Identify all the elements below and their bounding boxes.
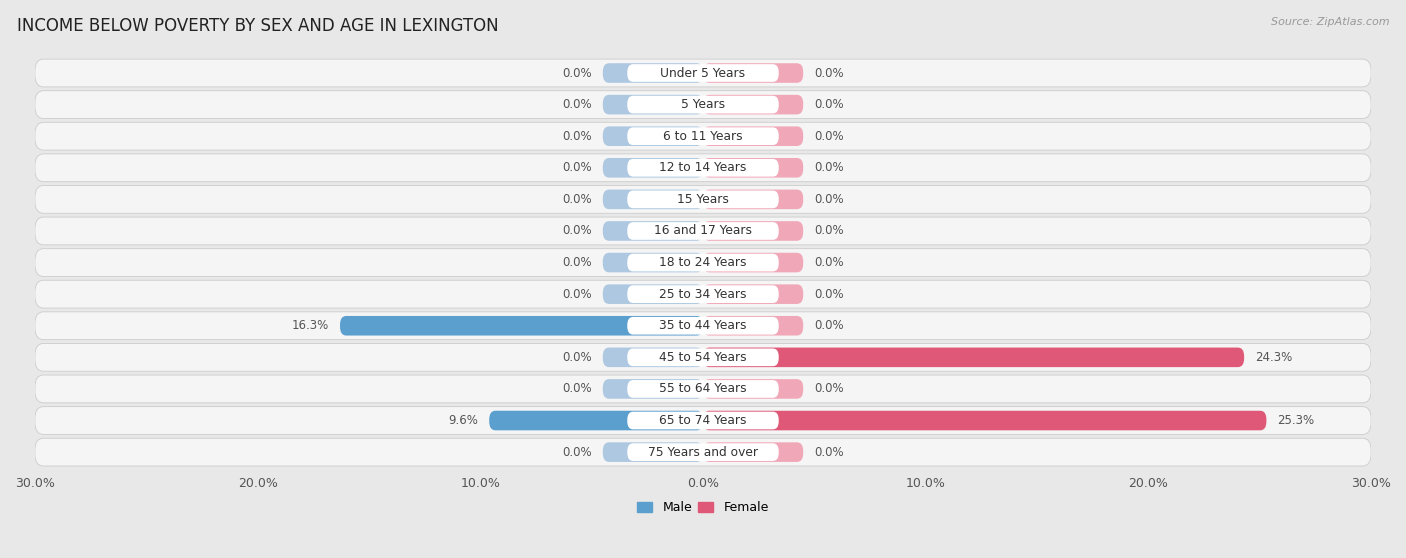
Text: 15 Years: 15 Years <box>678 193 728 206</box>
FancyBboxPatch shape <box>603 95 703 114</box>
FancyBboxPatch shape <box>627 285 779 303</box>
FancyBboxPatch shape <box>703 379 803 399</box>
FancyBboxPatch shape <box>35 91 1371 118</box>
Text: 55 to 64 Years: 55 to 64 Years <box>659 382 747 396</box>
FancyBboxPatch shape <box>35 59 1371 87</box>
Text: 16 and 17 Years: 16 and 17 Years <box>654 224 752 238</box>
FancyBboxPatch shape <box>35 249 1371 276</box>
FancyBboxPatch shape <box>627 443 779 461</box>
FancyBboxPatch shape <box>703 285 803 304</box>
FancyBboxPatch shape <box>703 190 803 209</box>
Text: 0.0%: 0.0% <box>814 288 844 301</box>
Text: 35 to 44 Years: 35 to 44 Years <box>659 319 747 332</box>
Text: 18 to 24 Years: 18 to 24 Years <box>659 256 747 269</box>
FancyBboxPatch shape <box>703 348 1244 367</box>
Text: 25 to 34 Years: 25 to 34 Years <box>659 288 747 301</box>
FancyBboxPatch shape <box>603 285 703 304</box>
FancyBboxPatch shape <box>627 222 779 240</box>
Text: 0.0%: 0.0% <box>814 161 844 174</box>
Text: 5 Years: 5 Years <box>681 98 725 111</box>
Text: 0.0%: 0.0% <box>562 288 592 301</box>
FancyBboxPatch shape <box>35 185 1371 213</box>
Text: 0.0%: 0.0% <box>814 129 844 143</box>
FancyBboxPatch shape <box>35 154 1371 182</box>
FancyBboxPatch shape <box>603 379 703 399</box>
Text: INCOME BELOW POVERTY BY SEX AND AGE IN LEXINGTON: INCOME BELOW POVERTY BY SEX AND AGE IN L… <box>17 17 499 35</box>
FancyBboxPatch shape <box>603 442 703 462</box>
Text: 0.0%: 0.0% <box>814 224 844 238</box>
Text: 45 to 54 Years: 45 to 54 Years <box>659 351 747 364</box>
Text: 0.0%: 0.0% <box>814 319 844 332</box>
Text: 0.0%: 0.0% <box>562 224 592 238</box>
FancyBboxPatch shape <box>627 190 779 208</box>
FancyBboxPatch shape <box>35 343 1371 371</box>
Text: 65 to 74 Years: 65 to 74 Years <box>659 414 747 427</box>
FancyBboxPatch shape <box>489 411 703 430</box>
Text: 16.3%: 16.3% <box>291 319 329 332</box>
FancyBboxPatch shape <box>35 280 1371 308</box>
FancyBboxPatch shape <box>627 159 779 177</box>
FancyBboxPatch shape <box>603 253 703 272</box>
Text: 0.0%: 0.0% <box>562 98 592 111</box>
FancyBboxPatch shape <box>627 412 779 429</box>
FancyBboxPatch shape <box>603 190 703 209</box>
FancyBboxPatch shape <box>703 442 803 462</box>
Text: 12 to 14 Years: 12 to 14 Years <box>659 161 747 174</box>
Text: 0.0%: 0.0% <box>562 382 592 396</box>
FancyBboxPatch shape <box>603 127 703 146</box>
FancyBboxPatch shape <box>703 253 803 272</box>
Text: 0.0%: 0.0% <box>562 66 592 80</box>
FancyBboxPatch shape <box>340 316 703 335</box>
Text: 25.3%: 25.3% <box>1278 414 1315 427</box>
FancyBboxPatch shape <box>627 127 779 145</box>
FancyBboxPatch shape <box>703 127 803 146</box>
Text: 0.0%: 0.0% <box>814 446 844 459</box>
FancyBboxPatch shape <box>703 63 803 83</box>
FancyBboxPatch shape <box>603 63 703 83</box>
FancyBboxPatch shape <box>627 96 779 113</box>
Text: 0.0%: 0.0% <box>562 446 592 459</box>
FancyBboxPatch shape <box>703 158 803 177</box>
FancyBboxPatch shape <box>35 438 1371 466</box>
Text: 0.0%: 0.0% <box>814 66 844 80</box>
FancyBboxPatch shape <box>703 411 1267 430</box>
FancyBboxPatch shape <box>35 217 1371 245</box>
FancyBboxPatch shape <box>35 122 1371 150</box>
Text: 0.0%: 0.0% <box>562 256 592 269</box>
FancyBboxPatch shape <box>627 380 779 398</box>
Text: 6 to 11 Years: 6 to 11 Years <box>664 129 742 143</box>
FancyBboxPatch shape <box>35 375 1371 403</box>
FancyBboxPatch shape <box>603 158 703 177</box>
Text: 0.0%: 0.0% <box>814 256 844 269</box>
Text: 0.0%: 0.0% <box>814 193 844 206</box>
Text: 0.0%: 0.0% <box>814 382 844 396</box>
FancyBboxPatch shape <box>627 349 779 366</box>
Text: 0.0%: 0.0% <box>562 351 592 364</box>
Legend: Male, Female: Male, Female <box>633 496 773 519</box>
Text: 0.0%: 0.0% <box>814 98 844 111</box>
FancyBboxPatch shape <box>627 317 779 335</box>
Text: 75 Years and over: 75 Years and over <box>648 446 758 459</box>
Text: 9.6%: 9.6% <box>449 414 478 427</box>
Text: 0.0%: 0.0% <box>562 193 592 206</box>
FancyBboxPatch shape <box>35 312 1371 340</box>
FancyBboxPatch shape <box>703 316 803 335</box>
FancyBboxPatch shape <box>627 254 779 271</box>
FancyBboxPatch shape <box>703 95 803 114</box>
Text: Under 5 Years: Under 5 Years <box>661 66 745 80</box>
FancyBboxPatch shape <box>35 407 1371 435</box>
FancyBboxPatch shape <box>703 221 803 240</box>
Text: 0.0%: 0.0% <box>562 161 592 174</box>
Text: Source: ZipAtlas.com: Source: ZipAtlas.com <box>1271 17 1389 27</box>
FancyBboxPatch shape <box>603 348 703 367</box>
Text: 0.0%: 0.0% <box>562 129 592 143</box>
Text: 24.3%: 24.3% <box>1256 351 1292 364</box>
FancyBboxPatch shape <box>603 221 703 240</box>
FancyBboxPatch shape <box>627 64 779 82</box>
